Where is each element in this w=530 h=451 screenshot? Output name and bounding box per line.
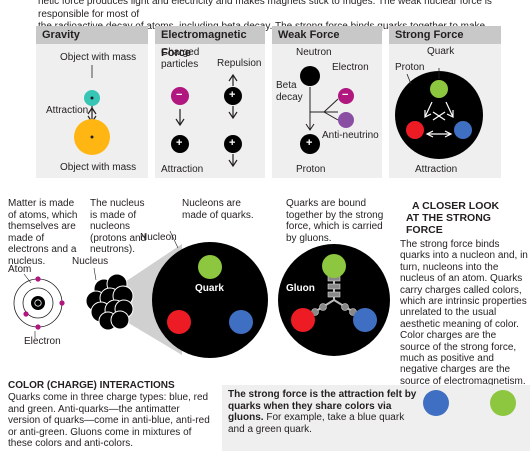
strong-proton-label: Proton bbox=[395, 62, 425, 73]
nucleus-caption: The nucleus is made of nucleons (protons… bbox=[90, 198, 147, 256]
nucleus-label: Nucleus bbox=[72, 256, 109, 267]
weak-electron-minus: − bbox=[342, 89, 349, 101]
intro-line-1: netic force produces light and electrici… bbox=[38, 0, 492, 20]
weak-proton-label: Proton bbox=[296, 164, 326, 175]
plus-particle-b bbox=[224, 87, 242, 105]
electron-particle bbox=[338, 88, 354, 104]
gravity-attraction: Attraction bbox=[46, 105, 89, 116]
weak-title: Weak Force bbox=[272, 26, 382, 44]
gluon-quark-red bbox=[291, 308, 315, 332]
plus-particle-a bbox=[171, 135, 189, 153]
atom-nucleus bbox=[31, 296, 45, 310]
gravity-object-bottom: Object with mass bbox=[60, 162, 137, 173]
em-minus-sign: − bbox=[176, 89, 183, 101]
gravity-diagram bbox=[74, 65, 110, 155]
sidebar-title-2: AT THE STRONG FORCE bbox=[406, 212, 491, 236]
weak-proton-plus: + bbox=[306, 137, 313, 149]
strong-quark-red bbox=[406, 121, 424, 139]
weak-diagram bbox=[300, 66, 354, 154]
nucleus-cluster bbox=[85, 273, 134, 331]
gluon-quark-blue bbox=[353, 308, 377, 332]
gluon-quark-green bbox=[322, 254, 346, 278]
strong-example-text: The strong force is the attraction felt … bbox=[228, 389, 418, 435]
weak-neutron-label: Neutron bbox=[296, 47, 332, 58]
em-repulsion-label: Repulsion bbox=[217, 58, 262, 69]
color-section-title: COLOR (CHARGE) INTERACTIONS bbox=[8, 380, 175, 391]
gravity-title: Gravity bbox=[36, 26, 148, 44]
strong-attraction-label: Attraction bbox=[415, 164, 458, 175]
atom-label: Atom bbox=[8, 264, 32, 275]
nucleon-quark-red bbox=[167, 310, 191, 334]
nucleon-label: Nucleon bbox=[140, 232, 177, 243]
nucleons-caption: Nucleons are made of quarks. bbox=[182, 198, 254, 221]
neutron bbox=[300, 66, 320, 86]
sidebar-title-1: A CLOSER LOOK bbox=[412, 200, 500, 212]
antineutrino-particle bbox=[338, 112, 354, 128]
quark-label: Quark bbox=[195, 283, 224, 294]
strong-diagram bbox=[395, 68, 483, 159]
em-attraction-label: Attraction bbox=[161, 164, 204, 175]
em-diagram bbox=[171, 73, 242, 168]
proton bbox=[300, 134, 320, 154]
gravity-panel: Gravity Object with mass Attraction Obje… bbox=[36, 26, 148, 178]
nucleon-quark-blue bbox=[229, 310, 253, 334]
nucleon-quark-green bbox=[198, 255, 222, 279]
strong-example-bold: The strong force is the attraction felt … bbox=[228, 389, 417, 423]
strong-quark-green bbox=[430, 80, 448, 98]
em-plus-sign-a: + bbox=[176, 137, 183, 149]
weak-beta-label: Beta decay bbox=[276, 80, 303, 103]
gravity-object-top: Object with mass bbox=[60, 52, 137, 63]
em-charged-label: Charged particles bbox=[161, 47, 200, 70]
weak-panel: Weak Force − + Neutron Beta decay Electr… bbox=[272, 26, 382, 178]
sidebar-body: The strong force binds quarks into a nuc… bbox=[400, 239, 528, 387]
minus-particle bbox=[171, 87, 189, 105]
strong-example-box bbox=[222, 385, 530, 451]
strong-panel: Strong Force Quark Proton Attraction bbox=[389, 26, 501, 178]
strong-example-rest: For example, take a blue quark and a gre… bbox=[228, 412, 405, 435]
electron-label: Electron bbox=[24, 336, 61, 347]
weak-anti-label: Anti-neutrino bbox=[322, 130, 379, 141]
matter-caption: Matter is made of atoms, which themselve… bbox=[8, 198, 78, 267]
quarks-caption: Quarks are bound together by the strong … bbox=[286, 198, 384, 244]
strong-quark-label: Quark bbox=[427, 46, 455, 57]
gluon-label: Gluon bbox=[286, 283, 315, 294]
em-title: Electromagnetic Force bbox=[155, 26, 265, 59]
closer-look-sidebar: A CLOSER LOOK AT THE STRONG FORCE The st… bbox=[400, 200, 528, 387]
strong-quark-blue bbox=[454, 121, 472, 139]
weak-electron-label: Electron bbox=[332, 62, 369, 73]
em-panel: Electromagnetic Force − + + + Charged pa… bbox=[155, 26, 265, 178]
plus-particle-c bbox=[224, 135, 242, 153]
em-plus-sign-b: + bbox=[229, 89, 236, 101]
em-plus-sign-c: + bbox=[229, 137, 236, 149]
strong-title: Strong Force bbox=[389, 26, 501, 44]
